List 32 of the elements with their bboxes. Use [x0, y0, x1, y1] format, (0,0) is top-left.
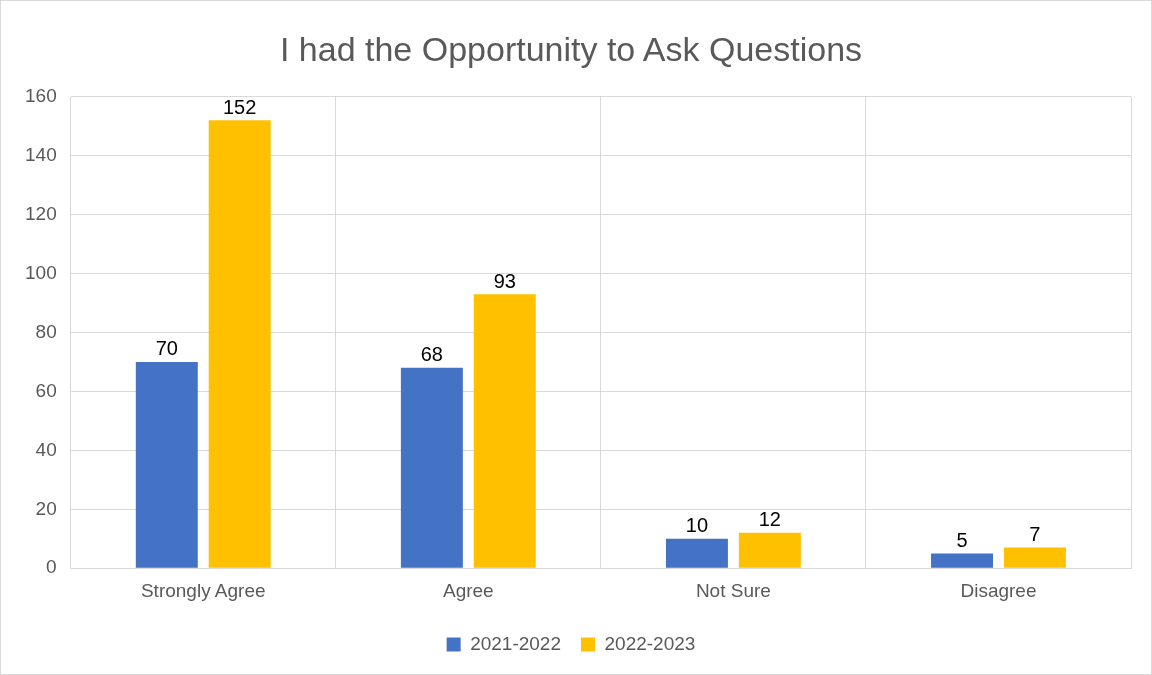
- bar: [665, 538, 728, 568]
- data-label: 70: [155, 337, 178, 360]
- y-tick-label: 120: [25, 202, 57, 224]
- data-label: 12: [758, 508, 781, 531]
- y-tick-label: 160: [25, 85, 57, 107]
- y-tick-label: 80: [35, 320, 57, 342]
- x-tick-label: Not Sure: [695, 579, 771, 601]
- chart-title: I had the Opportunity to Ask Questions: [279, 29, 863, 68]
- bar: [400, 367, 463, 568]
- data-label: 7: [1029, 523, 1041, 546]
- y-tick-label: 40: [35, 438, 57, 460]
- bar: [1003, 547, 1066, 568]
- y-tick-label: 60: [35, 379, 57, 401]
- x-tick-label: Disagree: [960, 579, 1037, 601]
- y-tick-label: 140: [25, 143, 57, 165]
- bar: [473, 294, 536, 568]
- y-tick-label: 20: [35, 497, 57, 519]
- y-tick-label: 100: [25, 261, 57, 283]
- legend-label: 2021-2022: [470, 632, 562, 654]
- data-label: 152: [223, 95, 257, 118]
- bar: [135, 361, 198, 568]
- bar: [931, 553, 993, 568]
- bar: [738, 532, 801, 568]
- data-label: 10: [685, 514, 709, 537]
- bar: [208, 120, 271, 568]
- data-label: 5: [956, 528, 968, 551]
- data-label: 93: [493, 269, 516, 292]
- y-tick-label: 0: [46, 556, 57, 578]
- legend-label: 2022-2023: [604, 632, 696, 654]
- x-tick-label: Strongly Agree: [140, 579, 266, 601]
- x-tick-label: Agree: [442, 579, 494, 601]
- data-label: 68: [420, 343, 443, 366]
